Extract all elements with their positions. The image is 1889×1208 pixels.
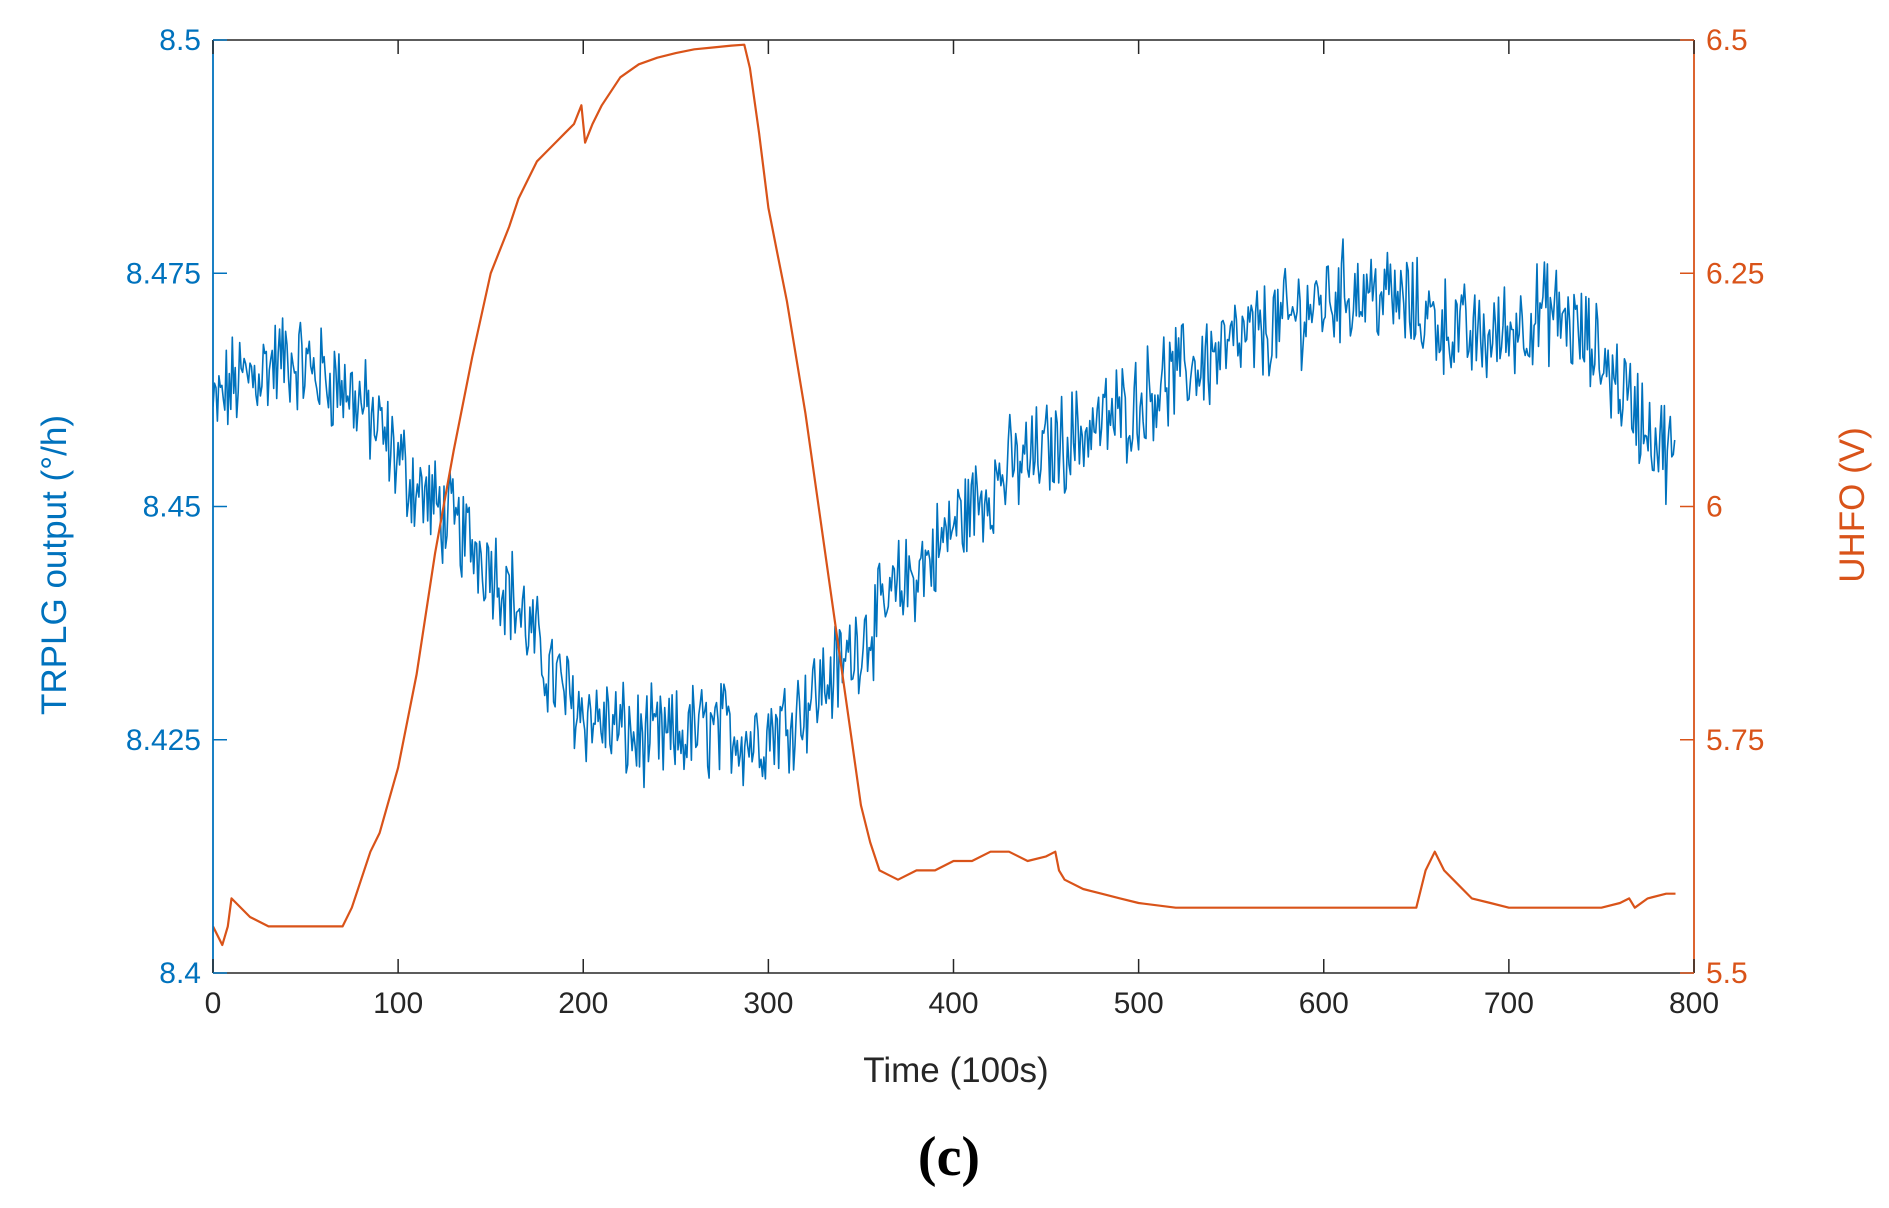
y-right-axis-label: UHFO (V) <box>1833 427 1872 583</box>
y-left-tick-label: 8.425 <box>126 724 201 757</box>
y-right-tick-label: 6.5 <box>1706 24 1748 57</box>
y-right-tick-label: 5.75 <box>1706 724 1764 757</box>
y-right-tick-label: 6.25 <box>1706 257 1764 290</box>
y-left-tick-label: 8.475 <box>126 257 201 290</box>
axes-layer <box>212 39 1695 974</box>
y-left-axis-label: TRPLG output (°/h) <box>35 415 74 715</box>
x-tick-label: 400 <box>928 987 978 1020</box>
x-tick-label: 600 <box>1299 987 1349 1020</box>
y-left-tick-label: 8.5 <box>159 24 201 57</box>
ticks-layer: 0 100 200 300 400 500 600 700 800 8.4 8.425 8.45 8.4… <box>126 24 1764 1020</box>
y-right-tick-label: 5.5 <box>1706 957 1748 990</box>
y-left-tick-label: 8.4 <box>159 957 201 990</box>
x-tick-label: 500 <box>1114 987 1164 1020</box>
series-layer <box>213 43 1676 947</box>
x-tick-label: 700 <box>1484 987 1534 1020</box>
x-tick-label: 200 <box>558 987 608 1020</box>
panel-label: (c) <box>918 1126 980 1188</box>
x-tick-label: 800 <box>1669 987 1719 1020</box>
series-line-trplg-output <box>213 238 1676 789</box>
y-right-tick-label: 6 <box>1706 491 1723 524</box>
x-tick-label: 300 <box>743 987 793 1020</box>
x-tick-label: 0 <box>205 987 222 1020</box>
x-axis-label: Time (100s) <box>863 1051 1048 1090</box>
series-line-uhfo <box>213 43 1676 947</box>
y-left-tick-label: 8.45 <box>143 491 201 524</box>
x-tick-label: 100 <box>373 987 423 1020</box>
